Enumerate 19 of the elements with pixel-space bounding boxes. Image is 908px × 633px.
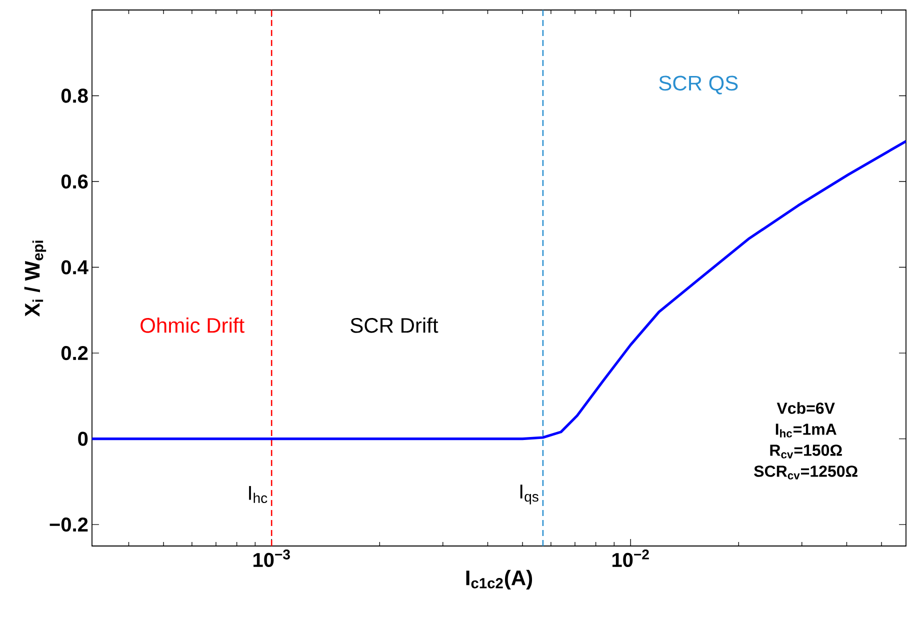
ref-line-label: I$_{hc}$ bbox=[249, 486, 268, 504]
x-tick-label: 10$^{−2}$ bbox=[612, 550, 649, 568]
y-tick-label: 0.6 bbox=[61, 174, 88, 189]
annotation: Vcb=6V bbox=[776, 402, 835, 414]
ref-line-label: I$_{qs}$ bbox=[520, 484, 538, 504]
y-tick-label: 0 bbox=[78, 432, 88, 446]
x-axis-title: I$_{c1c2}$(A) bbox=[466, 570, 532, 590]
annotation: I$_{hc}$=1mA bbox=[776, 424, 836, 438]
annotation: SCR QS bbox=[659, 76, 738, 94]
annotation: Ohmic Drift bbox=[140, 317, 244, 333]
x-tick-label: 10$^{−3}$ bbox=[254, 550, 290, 568]
y-tick-label: 0.8 bbox=[61, 88, 88, 103]
annotation: SCR Drift bbox=[350, 317, 438, 333]
y-tick-label: 0.2 bbox=[61, 346, 88, 360]
annotation: SCR$_{cv}$=1250Ω bbox=[754, 466, 858, 480]
y-tick-label: 0.4 bbox=[61, 260, 88, 274]
y-tick-label: −0.2 bbox=[50, 517, 88, 532]
annotation: R$_{cv}$=150Ω bbox=[770, 444, 842, 458]
y-axis-title: X$_{i}$ / W$_{epi}$ bbox=[24, 240, 46, 317]
